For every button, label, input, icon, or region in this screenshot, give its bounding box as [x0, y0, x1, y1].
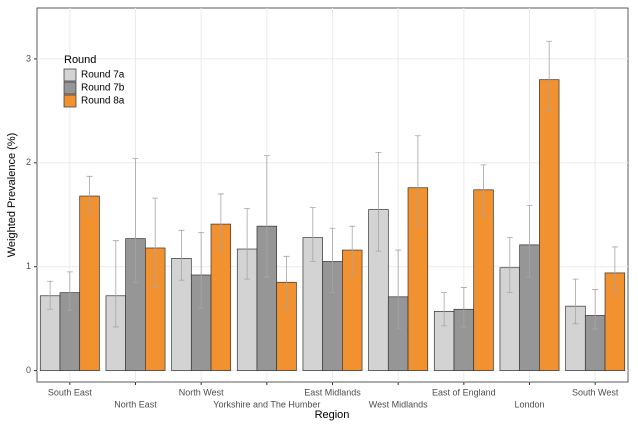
error-bar — [395, 249, 402, 330]
x-tick-label: West Midlands — [369, 399, 428, 409]
error-bar — [217, 193, 224, 250]
x-tick-label: North East — [114, 399, 157, 409]
error-bar — [112, 240, 119, 328]
error-bar — [329, 227, 336, 294]
error-bar — [198, 232, 205, 309]
error-bar — [480, 164, 487, 216]
error-bar — [592, 289, 599, 330]
error-bar — [178, 229, 185, 281]
x-tick-label: Yorkshire and The Humber — [213, 399, 320, 409]
bar — [473, 189, 494, 371]
error-bar — [86, 175, 93, 214]
plot-area — [37, 8, 628, 382]
x-axis-title: Region — [315, 409, 350, 421]
error-bar — [526, 204, 533, 278]
error-bar — [66, 271, 73, 311]
error-bar — [132, 158, 139, 283]
x-tick-label: East Midlands — [304, 387, 361, 397]
bar — [79, 195, 100, 371]
legend-swatch — [63, 81, 77, 95]
bar — [538, 79, 560, 371]
y-tick-label: 2 — [26, 157, 31, 167]
y-tick-label: 1 — [26, 261, 31, 271]
error-bar — [375, 152, 382, 252]
legend-label: Round 7b — [81, 83, 125, 94]
y-tick-label: 3 — [26, 53, 31, 63]
legend-label: Round 7a — [81, 70, 125, 81]
x-tick-label: East of England — [432, 387, 496, 397]
error-bar — [611, 246, 618, 294]
error-bar — [263, 155, 270, 278]
legend-swatch — [63, 94, 77, 108]
y-axis-title: Weighted Prevalence (%) — [6, 133, 18, 258]
error-bar — [546, 40, 553, 112]
error-bar — [283, 255, 290, 309]
x-tick-label: North West — [179, 387, 224, 397]
error-bar — [152, 197, 159, 288]
x-tick-label: South West — [572, 387, 619, 397]
error-bar — [506, 237, 513, 294]
error-bar — [572, 278, 579, 325]
x-tick-label: South East — [48, 387, 93, 397]
error-bar — [349, 225, 356, 276]
error-bar — [414, 135, 421, 226]
y-tick-label: 0 — [26, 365, 31, 375]
error-bar — [460, 287, 467, 328]
legend-title: Round — [64, 54, 96, 66]
legend-swatch — [63, 68, 77, 82]
x-tick-label: London — [514, 399, 544, 409]
error-bar — [244, 208, 251, 280]
error-bar — [309, 207, 316, 262]
legend-label: Round 8a — [81, 96, 125, 107]
error-bar — [441, 292, 448, 327]
error-bar — [47, 280, 54, 310]
